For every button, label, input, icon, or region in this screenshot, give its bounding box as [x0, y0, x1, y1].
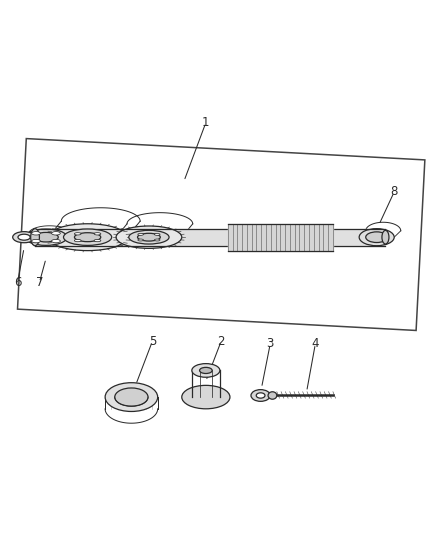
Text: 4: 4 — [311, 337, 319, 350]
Ellipse shape — [115, 388, 148, 406]
Ellipse shape — [31, 229, 39, 246]
Ellipse shape — [154, 233, 160, 236]
Ellipse shape — [94, 233, 101, 235]
Ellipse shape — [32, 239, 40, 243]
Ellipse shape — [64, 229, 112, 245]
Ellipse shape — [359, 229, 394, 246]
Ellipse shape — [129, 230, 169, 244]
Ellipse shape — [74, 233, 101, 241]
Ellipse shape — [25, 229, 67, 245]
Ellipse shape — [192, 364, 220, 377]
Ellipse shape — [138, 233, 160, 241]
Text: 2: 2 — [217, 335, 225, 348]
Ellipse shape — [138, 239, 144, 241]
Text: 7: 7 — [35, 276, 43, 289]
Ellipse shape — [105, 383, 158, 411]
Ellipse shape — [13, 232, 35, 243]
Ellipse shape — [74, 239, 81, 241]
Ellipse shape — [52, 232, 60, 235]
Ellipse shape — [154, 239, 160, 241]
Ellipse shape — [116, 226, 182, 248]
Ellipse shape — [94, 239, 101, 241]
Ellipse shape — [48, 224, 127, 251]
Ellipse shape — [200, 367, 212, 374]
Text: 6: 6 — [14, 276, 21, 289]
Ellipse shape — [366, 232, 388, 243]
Text: 3: 3 — [267, 337, 274, 350]
Text: 8: 8 — [391, 185, 398, 198]
Ellipse shape — [251, 390, 270, 401]
Ellipse shape — [138, 233, 144, 236]
Ellipse shape — [32, 232, 40, 235]
Ellipse shape — [18, 234, 30, 240]
Ellipse shape — [52, 239, 60, 243]
Text: 5: 5 — [149, 335, 156, 348]
Text: 1: 1 — [202, 116, 210, 129]
Ellipse shape — [256, 393, 265, 398]
Ellipse shape — [74, 233, 81, 235]
Ellipse shape — [182, 385, 230, 409]
Ellipse shape — [34, 232, 58, 242]
Ellipse shape — [268, 392, 277, 399]
Ellipse shape — [382, 230, 389, 244]
